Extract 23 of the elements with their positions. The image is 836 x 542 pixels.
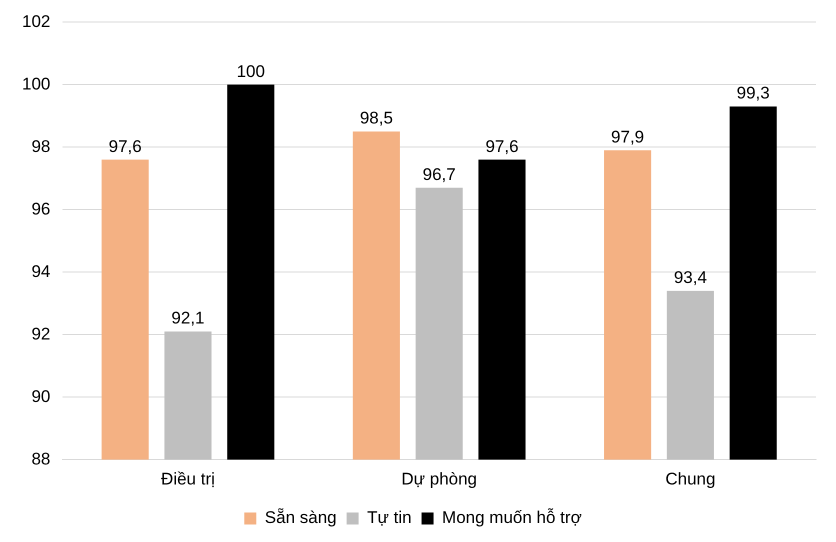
y-tick-label: 96 <box>31 199 50 218</box>
data-label: 99,3 <box>736 84 770 103</box>
legend-label: Mong muốn hỗ trợ <box>442 508 582 528</box>
x-tick-label: Chung <box>665 469 716 488</box>
x-tick-label: Điều trị <box>161 469 215 488</box>
legend-label: Sẵn sàng <box>264 508 337 528</box>
y-tick-label: 100 <box>22 74 50 94</box>
y-tick-label: 94 <box>31 262 50 281</box>
data-label: 100 <box>236 62 265 81</box>
x-tick-label: Dự phòng <box>401 469 478 488</box>
data-label: 96,7 <box>422 164 456 184</box>
y-tick-label: 92 <box>31 324 50 344</box>
y-tick-label: 98 <box>31 136 50 156</box>
y-tick-label: 102 <box>22 12 50 31</box>
data-label: 97,9 <box>611 127 644 146</box>
data-label: 92,1 <box>171 308 205 328</box>
legend-label: Tự tin <box>367 508 412 528</box>
y-tick-label: 88 <box>31 449 50 468</box>
data-label: 98,5 <box>360 108 393 128</box>
y-tick-label: 90 <box>31 386 50 406</box>
data-label: 93,4 <box>674 268 707 288</box>
data-label: 97,6 <box>108 136 142 156</box>
data-label: 97,6 <box>485 136 519 156</box>
